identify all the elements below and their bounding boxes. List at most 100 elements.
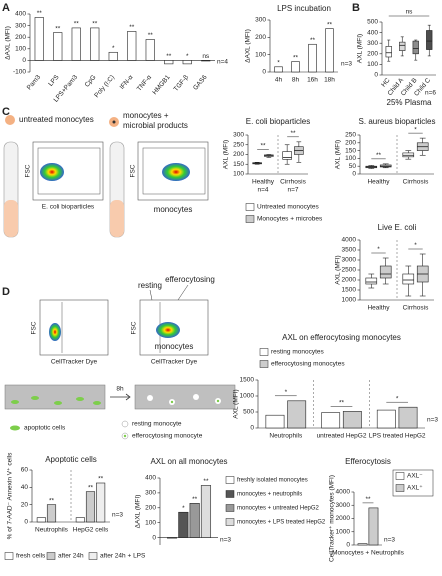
significance: **	[290, 130, 296, 137]
cell-population	[49, 323, 61, 341]
bar	[90, 27, 100, 61]
y-tick-label: 100	[15, 46, 26, 53]
significance: **	[260, 143, 266, 150]
legend-label: efferocytosing monocytes	[271, 361, 345, 368]
x-tick-label: Monocytes + Neutrophils	[332, 550, 404, 557]
y-tick-label: 3000	[336, 502, 351, 509]
label: monocytes +	[123, 111, 169, 120]
gate-label: resting	[138, 281, 162, 290]
sample-note: n=3	[384, 537, 395, 544]
legend-swatch	[225, 504, 235, 512]
panel-letter: B	[352, 2, 360, 14]
box	[379, 265, 392, 279]
cell-population	[156, 322, 180, 338]
sample-size: n=7	[287, 187, 298, 194]
box	[412, 40, 419, 55]
y-tick-label: 1000	[342, 297, 357, 304]
sample-note: n=3	[427, 417, 438, 424]
axis-label: FSC	[130, 164, 137, 177]
x-tick-label: Neutrophils	[269, 433, 303, 440]
bar	[321, 412, 341, 429]
bar	[200, 485, 212, 538]
bar	[201, 60, 211, 62]
significance: **	[166, 53, 172, 60]
significance: **	[376, 152, 382, 159]
box	[385, 46, 392, 58]
axis-label: FSC	[131, 321, 138, 334]
y-tick-label: 300	[367, 40, 378, 47]
x-tick-label: Cirrhosis	[403, 179, 429, 186]
panel-letter: A	[2, 2, 10, 14]
x-tick-label: TGF-β	[173, 74, 191, 93]
significance: **	[192, 496, 198, 503]
y-tick-label: 1500	[240, 377, 255, 384]
y-tick-label: 0	[374, 72, 378, 79]
significance: ns	[202, 53, 210, 60]
axis-label: CellTracker Dye	[151, 359, 198, 366]
significance: **	[203, 478, 209, 485]
cell-population	[40, 163, 64, 181]
box	[402, 273, 415, 285]
x-tick-label: GAS6	[192, 74, 209, 92]
significance: *	[396, 395, 399, 402]
legend-label: fresh cells	[16, 553, 46, 560]
legend-frame	[392, 469, 434, 497]
x-tick-label: LPS treated HepG2	[369, 433, 426, 440]
significance: *	[414, 242, 417, 249]
x-tick-label: Cirrhosis	[280, 179, 306, 186]
chart-title: Apoptotic cells	[45, 455, 97, 464]
y-tick-label: 150	[345, 147, 356, 154]
bar	[127, 31, 137, 61]
y-tick-label: 4000	[342, 237, 357, 244]
legend-label: after 24h + LPS	[100, 553, 146, 560]
significance: **	[148, 32, 154, 39]
bar	[85, 491, 96, 523]
legend-swatch	[225, 518, 235, 526]
significance: *	[112, 45, 115, 52]
significance: **	[88, 484, 94, 491]
arrow-head	[125, 393, 131, 401]
tube-content	[110, 200, 124, 237]
y-axis-label: AXL (MFI)	[335, 255, 342, 284]
bar	[36, 517, 46, 523]
x-tick-label: 18h	[324, 77, 335, 84]
y-tick-label: 1000	[336, 528, 351, 535]
legend-swatch	[245, 203, 255, 211]
legend-swatch	[245, 215, 255, 223]
significance: *	[414, 126, 417, 133]
bar	[265, 414, 285, 429]
x-tick-label: 4h	[275, 77, 283, 84]
significance: **	[49, 497, 55, 504]
legend-swatch	[225, 490, 235, 498]
x-tick-label: HC	[380, 77, 392, 89]
bar	[291, 61, 300, 73]
legend-label: monocytes + neutrophils	[237, 492, 302, 498]
significance: **	[55, 25, 61, 32]
monocyte-icon	[5, 115, 15, 125]
significance: **	[74, 21, 80, 28]
x-tick-label: HMGB1	[151, 74, 171, 97]
y-tick-label: 3000	[342, 257, 357, 264]
legend-label: monocytes + untreated HepG2	[237, 506, 320, 512]
bar	[376, 409, 396, 429]
y-tick-label: 50	[349, 163, 357, 170]
axis-label: E. coli bioparticles	[42, 204, 95, 211]
y-tick-label: 2500	[342, 267, 357, 274]
label: monocytes	[155, 342, 194, 351]
y-tick-label: 300	[145, 490, 156, 497]
legend-label: resting monocyte	[132, 421, 182, 428]
y-tick-label: 2000	[342, 277, 357, 284]
tube-content	[4, 200, 18, 237]
y-tick-label: 0	[250, 425, 254, 432]
label: untreated monocytes	[19, 115, 94, 124]
y-tick-label: 500	[367, 19, 378, 26]
y-tick-label: 0	[346, 542, 350, 549]
y-tick-label: 250	[233, 141, 244, 148]
y-tick-label: 1000	[240, 393, 255, 400]
legend-label: freshly isolated monocytes	[237, 478, 308, 484]
sample-note: n=6	[425, 90, 436, 97]
y-tick-label: 20	[21, 501, 29, 508]
y-tick-label: 200	[15, 34, 26, 41]
y-tick-label: 100	[367, 61, 378, 68]
